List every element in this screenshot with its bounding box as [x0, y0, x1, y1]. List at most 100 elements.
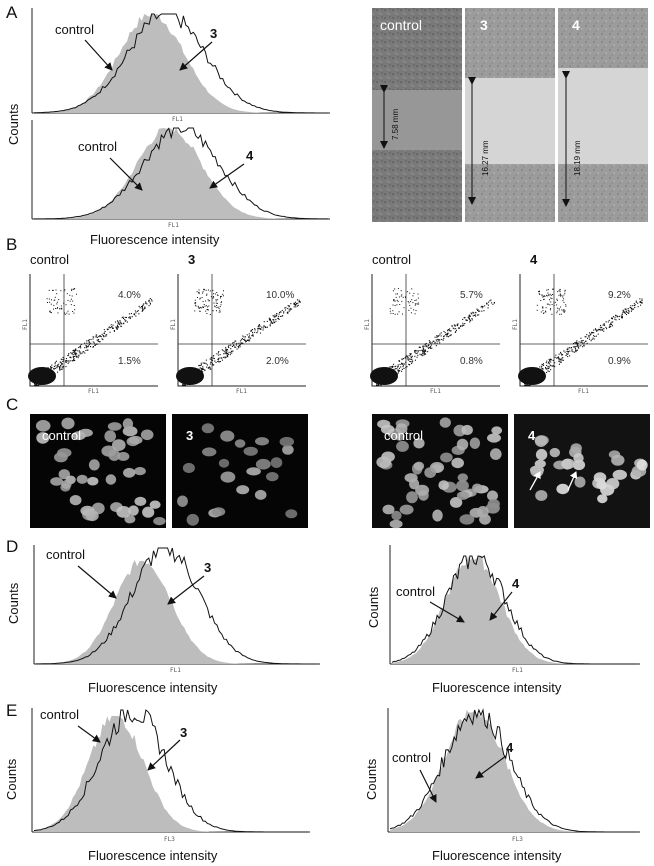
scratch-width-4: 18.19 mm	[573, 140, 582, 176]
axis-tick-fl1: FL1	[88, 388, 99, 395]
y-axis-label-counts: Counts	[4, 758, 19, 800]
axis-tick-fl1: FL1	[578, 388, 589, 395]
arrow-4	[489, 591, 513, 621]
quadrant-upper-percent: 4.0%	[118, 290, 141, 301]
fluorescence-micrographs: control 3 control 4	[30, 414, 650, 529]
axis-tick-fl3: FL3	[512, 836, 523, 843]
x-axis-label-fluorescence: Fluorescence intensity	[432, 848, 562, 863]
panel-label-e: E	[6, 701, 17, 720]
axis-tick-fl2: FL1	[364, 319, 371, 330]
histogram-d-right: FL1 control 4	[389, 545, 640, 674]
histogram-d-left: FL1 control 3	[33, 545, 320, 674]
scatter-plot-label: 4	[530, 252, 538, 267]
histogram-a-top: FL1 control 3	[31, 8, 330, 123]
x-axis-label-fluorescence: Fluorescence intensity	[88, 848, 218, 863]
label-control: control	[40, 707, 79, 722]
arrow-4	[475, 755, 507, 779]
axis-tick-fl1: FL1	[430, 388, 441, 395]
label-4: 4	[512, 576, 520, 591]
axis-tick-fl1: FL1	[236, 388, 247, 395]
scatter-plot: 4 FL1 FL1 9.2% 0.9%	[512, 252, 648, 395]
axis-tick-fl3: FL3	[164, 836, 175, 843]
x-axis-label-fluorescence: Fluorescence intensity	[88, 680, 218, 695]
label-3: 3	[180, 725, 187, 740]
quadrant-upper-percent: 5.7%	[460, 290, 483, 301]
micrograph: control	[372, 414, 508, 529]
quadrant-upper-percent: 9.2%	[608, 290, 631, 301]
scratch-width-control: 7.58 mm	[391, 109, 400, 140]
scatter-plot: control FL1 FL1 4.0% 1.5%	[22, 252, 158, 395]
label-control: control	[78, 139, 117, 154]
micrograph: 3	[172, 414, 308, 528]
image-label-3: 3	[480, 17, 488, 33]
scatter-plot-label: 3	[188, 252, 195, 267]
label-4: 4	[506, 740, 514, 755]
panel-label-a: A	[6, 3, 18, 22]
y-axis-label-counts: Counts	[6, 103, 21, 145]
arrow-control	[429, 601, 465, 623]
arrow-3	[167, 575, 205, 605]
axis-tick-fl2: FL1	[22, 319, 29, 330]
y-axis-label-counts: Counts	[364, 758, 379, 800]
micrograph: control	[30, 414, 166, 528]
scratch-assay-control: control 7.58 mm	[372, 8, 462, 222]
panel-label-b: B	[6, 235, 17, 254]
image-label-4: 4	[572, 17, 580, 33]
arrow-control	[77, 725, 101, 743]
arrow-3	[147, 739, 181, 771]
panel-label-d: D	[6, 537, 18, 556]
apoptosis-arrow	[529, 471, 541, 491]
arrow-control	[77, 565, 117, 599]
image-label-control: control	[380, 17, 422, 33]
treated-histogram	[33, 13, 328, 114]
micrograph-label: control	[42, 428, 81, 443]
label-control: control	[55, 22, 94, 37]
scratch-assay-4: 4 18.19 mm	[558, 8, 648, 222]
arrow-control	[109, 157, 143, 191]
x-axis-label-fluorescence: Fluorescence intensity	[432, 680, 562, 695]
scratch-assay-3: 3 16.27 mm	[465, 8, 555, 222]
scatter-plots: control FL1 FL1 4.0% 1.5% 3 FL1 FL1 10.0% 2.0% con…	[22, 252, 648, 395]
micrograph: 4	[514, 414, 650, 528]
micrograph-label: 4	[528, 428, 536, 443]
axis-tick-fl1: FL1	[172, 116, 183, 123]
histogram-e-left: FL3 control 3	[31, 707, 310, 843]
label-3: 3	[204, 560, 211, 575]
scatter-plot: 3 FL1 FL1 10.0% 2.0%	[170, 252, 306, 395]
axis-tick-fl1: FL1	[170, 667, 181, 674]
label-4: 4	[246, 148, 254, 163]
apoptosis-arrow	[567, 471, 578, 491]
y-axis-label-counts: Counts	[366, 586, 381, 628]
histogram-e-right: FL3 control 4	[387, 708, 640, 843]
panel-label-c: C	[6, 395, 18, 414]
label-3: 3	[210, 26, 217, 41]
micrograph-label: 3	[186, 428, 193, 443]
histogram-a-bottom: FL1 control 4	[31, 120, 330, 229]
scatter-plot: control FL1 FL1 5.7% 0.8%	[364, 252, 500, 395]
label-control: control	[46, 547, 85, 562]
quadrant-lower-percent: 2.0%	[266, 356, 289, 367]
quadrant-lower-percent: 0.8%	[460, 356, 483, 367]
control-histogram	[34, 128, 328, 219]
axis-tick-fl1: FL1	[512, 667, 523, 674]
label-control: control	[396, 584, 435, 599]
axis-tick-fl1: FL1	[168, 222, 179, 229]
x-axis-label-fluorescence: Fluorescence intensity	[90, 232, 220, 247]
arrow-4	[209, 163, 245, 189]
arrow-control	[419, 769, 437, 803]
micrograph-label: control	[384, 428, 423, 443]
treated-histogram	[34, 127, 328, 220]
scatter-plot-label: control	[372, 252, 411, 267]
axis-tick-fl2: FL1	[170, 319, 177, 330]
y-axis-label-counts: Counts	[6, 582, 21, 624]
scatter-plot-label: control	[30, 252, 69, 267]
label-control: control	[392, 750, 431, 765]
quadrant-upper-percent: 10.0%	[266, 290, 294, 301]
scratch-width-3: 16.27 mm	[481, 140, 490, 176]
axis-tick-fl2: FL1	[512, 319, 519, 330]
arrow-3	[179, 41, 213, 71]
arrow-control	[84, 39, 113, 71]
quadrant-lower-percent: 0.9%	[608, 356, 631, 367]
quadrant-lower-percent: 1.5%	[118, 356, 141, 367]
